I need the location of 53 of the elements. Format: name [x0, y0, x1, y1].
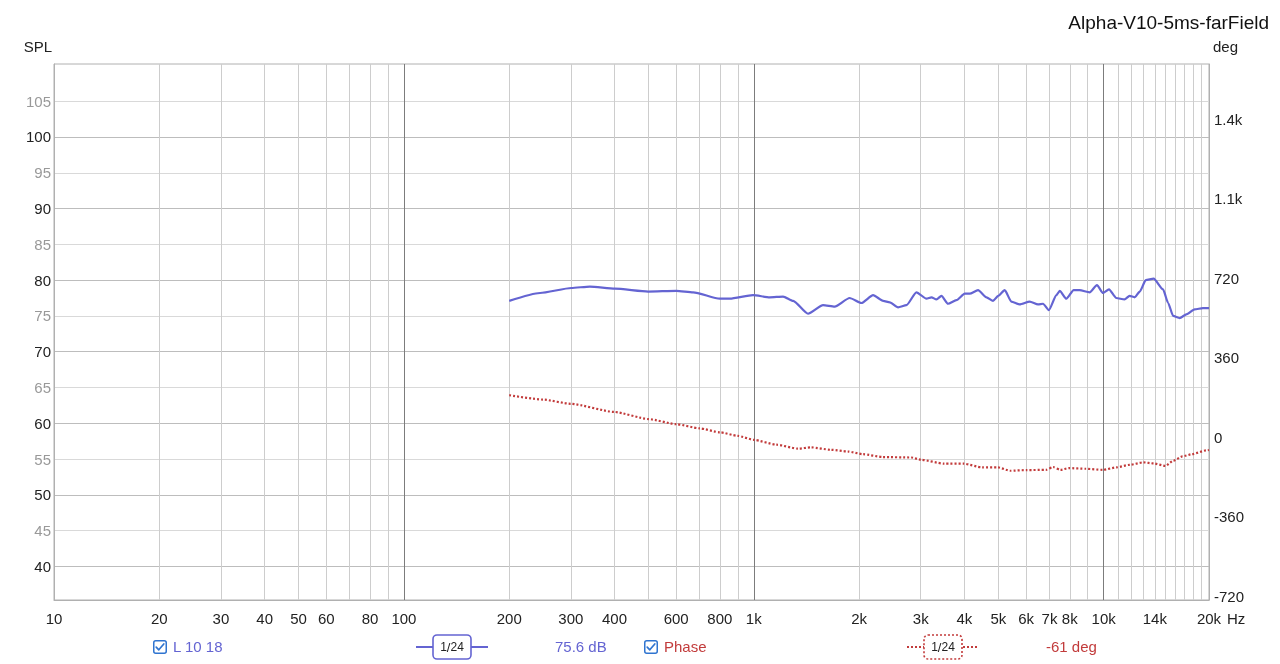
y-tick-label: 100: [25, 128, 51, 146]
x-tick-label: 200: [496, 610, 522, 627]
text: -61 deg: [1046, 638, 1097, 655]
x-tick-label: 20k: [1196, 610, 1222, 627]
y-axis-title: SPL: [23, 38, 52, 55]
y-tick-label: 75: [34, 307, 51, 325]
x-tick-label: 3k: [912, 610, 930, 627]
chart-title: Alpha-V10-5ms-farField: [1068, 12, 1270, 33]
y-tick-label: 50: [34, 486, 51, 504]
y-tick-label: 95: [34, 164, 51, 182]
x-tick-label: 20: [150, 610, 168, 627]
x-tick-label: 8k: [1061, 610, 1079, 627]
y2-tick-label: 1.1k: [1214, 190, 1243, 208]
x-tick-label: 80: [361, 610, 379, 627]
y2-tick-label: -720: [1214, 587, 1245, 605]
y-tick-label: 85: [34, 235, 51, 253]
x-tick-label: 400: [602, 610, 628, 627]
x-tick-label: 4k: [956, 610, 973, 627]
x-tick-label: 10k: [1091, 610, 1117, 627]
y-tick-label: 80: [34, 271, 51, 289]
x-tick-label: 6k: [1018, 610, 1035, 627]
y-tick-label: 90: [34, 200, 51, 218]
y-tick-label: 40: [34, 557, 51, 575]
x-tick-label: 10: [45, 610, 63, 627]
x-tick-label: 50: [290, 610, 307, 627]
y2-tick-label: 1.4k: [1214, 110, 1243, 128]
y-tick-label: 45: [34, 522, 51, 540]
x-tick-label: 14k: [1142, 610, 1168, 627]
text: 75.6 dB: [555, 638, 607, 655]
y-tick-label: 70: [34, 343, 51, 361]
y2-axis-title: deg: [1213, 38, 1239, 55]
x-tick-label: 5k: [990, 610, 1007, 627]
x-tick-label: 30: [212, 610, 230, 627]
y-tick-label: 55: [34, 450, 51, 468]
text: Phase: [664, 638, 707, 655]
x-axis-title: Hz: [1226, 610, 1246, 627]
x-tick-label: 40: [256, 610, 273, 627]
y2-tick-label: -360: [1214, 508, 1245, 526]
x-tick-label: 800: [707, 610, 733, 627]
x-tick-label: 7k: [1041, 610, 1058, 627]
x-tick-label: 1k: [745, 610, 763, 627]
x-tick-label: 60: [317, 610, 335, 627]
y2-tick-label: 720: [1214, 269, 1240, 287]
y-tick-label: 105: [25, 92, 51, 110]
text: L 10 18: [173, 638, 223, 655]
y2-tick-label: 0: [1214, 428, 1223, 446]
x-tick-label: 600: [663, 610, 689, 627]
y-tick-label: 65: [34, 378, 51, 396]
x-tick-label: 2k: [851, 610, 868, 627]
x-tick-label: 300: [558, 610, 584, 627]
y-tick-label: 60: [34, 414, 51, 432]
x-tick-label: 100: [391, 610, 417, 627]
y2-tick-label: 360: [1214, 349, 1240, 367]
